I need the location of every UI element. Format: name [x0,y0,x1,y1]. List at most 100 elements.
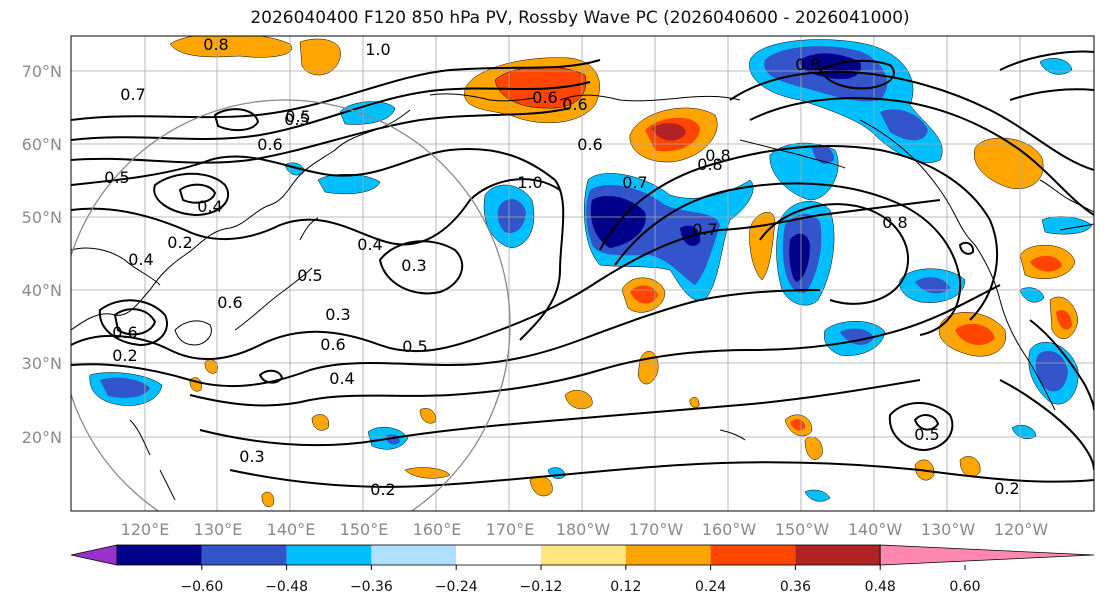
colorbar-segment [371,545,457,565]
contour-label: 0.2 [112,346,137,365]
contour-label: 0.5 [284,110,309,129]
contour-label: 0.3 [401,256,426,275]
contour-label: 0.7 [120,85,145,104]
positive-anomaly-fill [261,491,274,508]
negative-anomaly-fill [789,233,810,282]
contour-label: 1.0 [365,40,390,59]
longitude-label: 120°W [994,520,1049,539]
contour-label: 0.2 [370,480,395,499]
longitude-label: 120°E [121,520,170,539]
positive-anomaly-fill [169,36,293,58]
latitude-labels: 70°N 60°N 50°N 40°N 30°N 20°N [22,62,62,447]
contour-label: 0.5 [104,168,129,187]
positive-anomaly-fill [959,456,981,478]
longitude-label: 150°E [340,520,389,539]
latitude-label: 20°N [22,428,62,447]
contour-label: 0.6 [532,88,557,107]
colorbar: −0.60 −0.48 −0.36 −0.24 −0.12 0.12 0.24 0.36 0.4… [70,544,1095,595]
longitude-label: 170°E [486,520,535,539]
longitude-label: 160°W [702,520,757,539]
contour-label: 0.6 [577,135,602,154]
colorbar-extend-high [879,544,1095,566]
contour-labels: 1.00.80.7 0.60.50.60.50.40.30.30.50.40.60… [104,35,1019,499]
positive-anomaly-fill [652,123,686,141]
contour-label: 1.0 [517,173,542,192]
colorbar-segment [201,545,287,565]
contour-label: 0.8 [795,55,820,74]
colorbar-segment [117,545,202,565]
longitude-label: 180°W [556,520,611,539]
contour-label: 0.8 [697,155,722,174]
latitude-label: 70°N [22,62,62,81]
map-panel: 1.00.80.7 0.60.50.60.50.40.30.30.50.40.60… [70,35,1095,512]
colorbar-tick-label: 0.36 [780,579,811,595]
contour-label: 0.4 [329,369,354,388]
contour-label: 0.6 [112,323,137,342]
negative-anomaly-fill [497,199,526,234]
colorbar-segment [286,545,372,565]
contour-label: 0.2 [167,233,192,252]
longitude-label: 150°W [775,520,830,539]
contour-label: 0.6 [320,335,345,354]
contour-label: 0.3 [325,305,350,324]
colorbar-tick-label: −0.48 [265,579,308,595]
longitude-label: 140°W [848,520,903,539]
colorbar-tick-label: −0.24 [435,579,478,595]
negative-anomaly-fill [100,377,150,398]
colorbar-tick-label: −0.12 [520,579,563,595]
contour-label: 0.8 [882,213,907,232]
positive-anomaly-fill [311,414,330,431]
contour-label: 0.7 [692,220,717,239]
colorbar-segment [795,545,881,565]
contour-label: 0.7 [622,173,647,192]
colorbar-tick-label: −0.60 [180,579,223,595]
latitude-label: 40°N [22,281,62,300]
colorbar-tick-label: 0.24 [695,579,726,595]
pv-contours [71,50,1094,488]
contour-label: 0.8 [203,35,228,54]
colorbar-segment [710,545,796,565]
positive-anomaly-fill [299,38,341,76]
longitude-label: 160°E [413,520,462,539]
colorbar-segment [456,545,541,565]
positive-anomaly-fill [419,408,436,424]
contour-label: 0.8 [705,146,730,165]
negative-anomaly-fill [1035,350,1068,392]
negative-anomaly-fill [840,328,874,345]
colorbar-tick-label: −0.36 [350,579,393,595]
negative-anomaly-fill [1019,287,1045,303]
colorbar-tick-label: 0.60 [949,579,980,595]
contour-label: 0.4 [357,235,382,254]
positive-anomaly-fill [1030,255,1062,272]
reference-circle [71,99,511,511]
colorbar-tick-label: 0.48 [865,579,896,595]
positive-anomaly-fill [404,467,451,479]
map-title: 2026040400 F120 850 hPa PV, Rossby Wave … [250,8,910,28]
positive-anomaly-fill [955,323,995,345]
contour-label: 0.4 [128,250,153,269]
contour-label: 0.6 [217,293,242,312]
contour-label: 0.5 [297,266,322,285]
map-frame [70,35,1095,512]
negative-anomaly-fill [339,101,396,125]
colorbar-segment [541,545,626,565]
contour-label: 0.5 [285,107,310,126]
longitude-label: 170°W [629,520,684,539]
longitude-label: 130°W [921,520,976,539]
contour-label: 0.6 [562,95,587,114]
contour-label: 0.6 [257,135,282,154]
contour-label: 0.5 [402,337,427,356]
positive-anomaly-fill [689,396,700,408]
latitude-label: 50°N [22,208,62,227]
longitude-labels: 120°E 130°E 140°E 150°E 160°E 170°E 180°W 170°W… [121,520,1049,539]
contour-label: 0.5 [914,425,939,444]
colorbar-segment [625,545,711,565]
negative-anomaly-fill [880,109,928,141]
latitude-label: 30°N [22,354,62,373]
latitude-label: 60°N [22,135,62,154]
positive-anomaly-fill [1056,309,1072,330]
contour-label: 0.2 [994,479,1019,498]
positive-anomaly-fill [564,390,593,410]
negative-anomaly-fill [804,489,831,502]
positive-anomaly-fill [973,137,1044,189]
